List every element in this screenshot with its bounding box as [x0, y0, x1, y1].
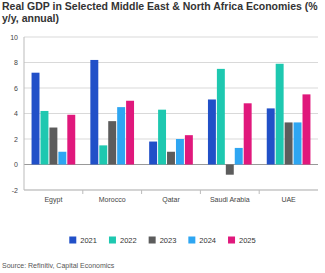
y-tick-label: 10	[10, 34, 18, 41]
y-tick-label: 4	[14, 110, 18, 117]
grid-line	[24, 88, 318, 89]
x-tick-label: UAE	[281, 196, 296, 203]
bar	[117, 107, 125, 164]
bar	[126, 101, 134, 165]
bar	[294, 122, 302, 164]
y-tick-label: 8	[14, 59, 18, 66]
bar	[108, 121, 116, 164]
y-tick-label: 2	[14, 136, 18, 143]
grid-line	[24, 37, 318, 38]
legend-swatch	[188, 237, 195, 244]
x-axis	[24, 190, 318, 191]
bar	[32, 73, 40, 165]
y-tick-label: -2	[12, 187, 18, 194]
bar	[208, 99, 216, 164]
bar	[267, 108, 275, 164]
legend-swatch	[109, 237, 116, 244]
title: Real GDP in Selected Middle East & North…	[2, 0, 318, 24]
legend-label: 2025	[239, 236, 256, 245]
y-axis	[24, 37, 25, 190]
legend-swatch	[228, 237, 235, 244]
bar	[217, 69, 225, 165]
category-divider	[82, 190, 83, 194]
bar	[235, 148, 243, 165]
category-divider	[141, 190, 142, 194]
legend-swatch	[69, 237, 76, 244]
grid-line	[24, 62, 318, 63]
source: Source: Refinitiv, Capital Economics	[2, 262, 115, 270]
bar	[99, 145, 107, 164]
x-tick-label: Saudi Arabia	[210, 196, 250, 203]
bar	[226, 165, 234, 175]
bar	[276, 64, 284, 165]
legend-label: 2022	[120, 236, 137, 245]
bar	[90, 60, 98, 165]
bar	[158, 110, 166, 165]
bar	[167, 152, 175, 165]
bar	[176, 139, 184, 165]
bar	[40, 111, 48, 165]
y-tick-label: 0	[14, 161, 18, 168]
legend-label: 2023	[160, 236, 177, 245]
legend-label: 2021	[80, 236, 97, 245]
bar	[49, 128, 57, 165]
x-tick-label: Morocco	[99, 196, 126, 203]
bar	[303, 94, 311, 164]
bar	[58, 152, 66, 165]
legend-swatch	[149, 237, 156, 244]
x-tick-label: Egypt	[44, 196, 62, 204]
bar	[244, 103, 252, 164]
bar	[285, 122, 293, 164]
bar	[185, 135, 193, 164]
category-divider	[259, 190, 260, 194]
grid-line	[24, 190, 318, 191]
legend: 2021 2022 2023 2024 2025	[69, 236, 255, 245]
x-tick-label: Qatar	[162, 196, 180, 204]
category-divider	[200, 190, 201, 194]
bar	[67, 115, 75, 165]
bar	[149, 142, 157, 165]
y-tick-label: 6	[14, 85, 18, 92]
legend-label: 2024	[199, 236, 216, 245]
